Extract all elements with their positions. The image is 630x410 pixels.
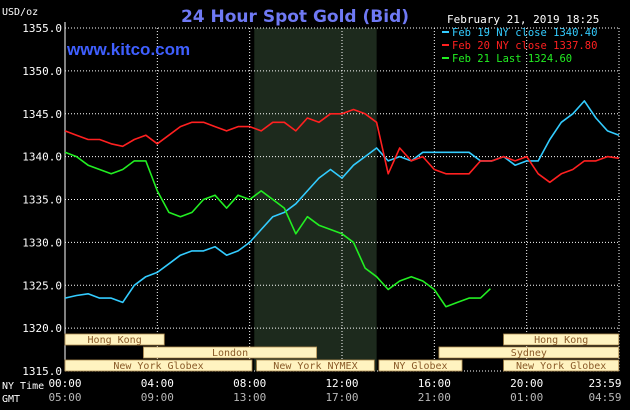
- x-tick-label-gmt: 13:00: [233, 391, 266, 404]
- session-label: New York NYMEX: [273, 361, 357, 372]
- y-unit-label: USD/oz: [2, 7, 38, 18]
- date-label: February 21, 2019 18:25: [447, 13, 599, 26]
- session-bar: [503, 359, 620, 372]
- x-tick-label-gmt: 01:00: [510, 391, 543, 404]
- session-label: London: [212, 348, 248, 359]
- series-line: [64, 108, 620, 184]
- session-label: Sydney: [511, 348, 547, 359]
- y-tick-label: 1355.0: [22, 22, 62, 35]
- y-tick-label: 1350.0: [22, 65, 62, 78]
- x-tick-label-ny: 16:00: [418, 377, 451, 390]
- session-bar: [438, 346, 620, 359]
- session-bar: [143, 346, 318, 359]
- y-axis: 1315.0 1320.0 1325.0 1330.0 1335.0 1340.0 1345…: [22, 22, 62, 378]
- y-tick-label: 1315.0: [22, 365, 62, 378]
- x-tick-label-gmt: 21:00: [418, 391, 451, 404]
- session-bars: Hong Kong Hong Kong London Sydney New York G…: [64, 333, 620, 372]
- session-label: NY Globex: [393, 361, 447, 372]
- gmt-label: GMT: [2, 394, 20, 405]
- x-tick-label-gmt: 04:59: [588, 391, 621, 404]
- series-line: [64, 151, 491, 308]
- session-bar: [503, 333, 620, 346]
- ny-time-label: NY Time: [2, 381, 44, 392]
- session-label: Hong Kong: [534, 335, 588, 346]
- chart-title: 24 Hour Spot Gold (Bid): [181, 7, 409, 27]
- x-tick-label-ny: 12:00: [325, 377, 358, 390]
- session-bar: [378, 359, 463, 372]
- session-bar: [64, 333, 165, 346]
- session-bar: [256, 359, 375, 372]
- price-series: [64, 100, 620, 308]
- x-tick-label-ny: 08:00: [233, 377, 266, 390]
- x-tick-label-gmt: 17:00: [325, 391, 358, 404]
- session-bar: [64, 359, 253, 372]
- series-line: [64, 100, 620, 304]
- x-tick-label-gmt: 05:00: [48, 391, 81, 404]
- y-tick-label: 1320.0: [22, 322, 62, 335]
- y-tick-label: 1330.0: [22, 236, 62, 249]
- x-tick-label-ny: 20:00: [510, 377, 543, 390]
- y-tick-label: 1325.0: [22, 279, 62, 292]
- legend-entry: Feb 20 NY close 1337.80: [452, 40, 597, 52]
- legend-entry: Feb 21 Last 1324.60: [452, 53, 572, 65]
- y-tick-label: 1340.0: [22, 151, 62, 164]
- session-label: New York Globex: [516, 361, 606, 372]
- x-tick-label-gmt: 09:00: [141, 391, 174, 404]
- session-label: Hong Kong: [88, 335, 142, 346]
- session-label: New York Globex: [113, 361, 203, 372]
- y-tick-label: 1335.0: [22, 194, 62, 207]
- x-tick-label-ny: 00:00: [48, 377, 81, 390]
- kitco-watermark: www.kitco.com: [66, 40, 190, 59]
- x-tick-label-ny: 23:59: [588, 377, 621, 390]
- legend-entry: Feb 19 NY close 1340.40: [452, 27, 597, 39]
- y-tick-label: 1345.0: [22, 108, 62, 121]
- x-tick-label-ny: 04:00: [141, 377, 174, 390]
